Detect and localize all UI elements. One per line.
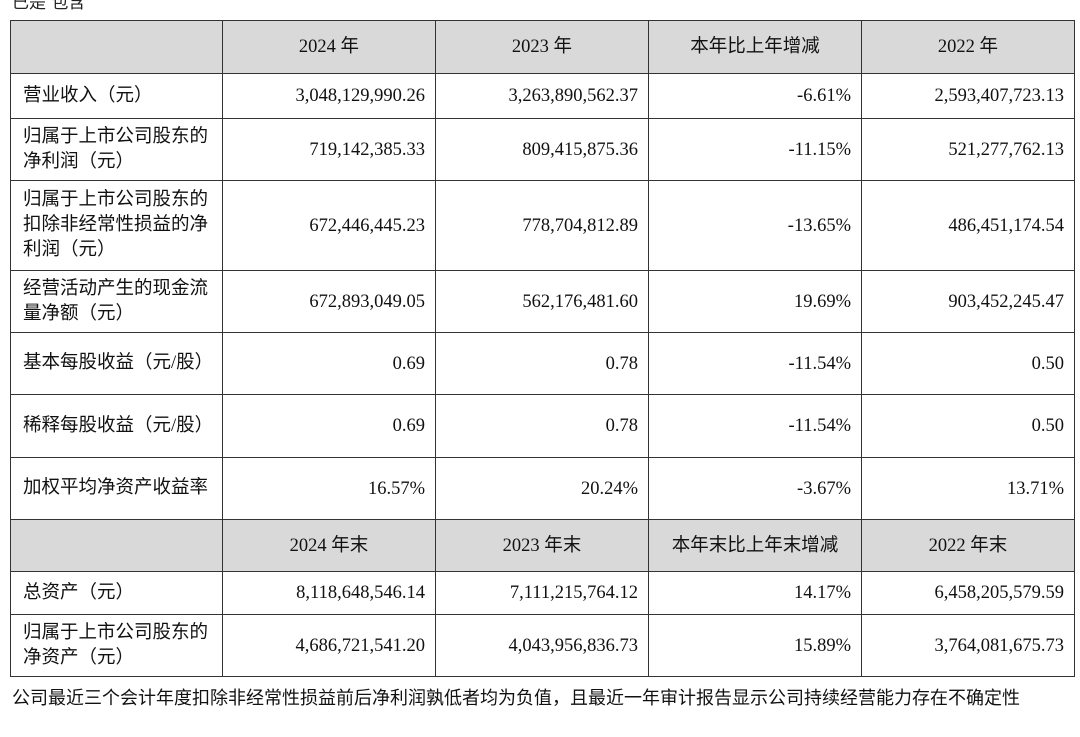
- value-2022: 6,458,205,579.59: [861, 571, 1075, 615]
- header-2024-end: 2024 年末: [222, 519, 436, 572]
- header-change: 本年比上年增减: [648, 20, 862, 74]
- value-2022: 3,764,081,675.73: [861, 614, 1075, 677]
- value-2024: 672,893,049.05: [222, 270, 436, 333]
- table-row: 归属于上市公司股东的净资产（元） 4,686,721,541.20 4,043,…: [10, 614, 1075, 677]
- value-change: -3.67%: [648, 457, 862, 520]
- value-change: -11.15%: [648, 118, 862, 181]
- table-row: 归属于上市公司股东的净利润（元） 719,142,385.33 809,415,…: [10, 118, 1075, 181]
- value-2023: 562,176,481.60: [435, 270, 649, 333]
- header-2022-end: 2022 年末: [861, 519, 1075, 572]
- header-end-change: 本年末比上年末增减: [648, 519, 862, 572]
- value-change: 14.17%: [648, 571, 862, 615]
- row-label: 营业收入（元）: [10, 73, 223, 119]
- value-2022: 2,593,407,723.13: [861, 73, 1075, 119]
- value-change: 19.69%: [648, 270, 862, 333]
- value-2024: 0.69: [222, 394, 436, 458]
- table-row: 归属于上市公司股东的扣除非经常性损益的净利润（元） 672,446,445.23…: [10, 180, 1075, 271]
- row-label: 经营活动产生的现金流量净额（元）: [10, 270, 223, 333]
- value-2024: 0.69: [222, 332, 436, 395]
- table-row: 基本每股收益（元/股） 0.69 0.78 -11.54% 0.50: [10, 332, 1075, 395]
- value-2024: 16.57%: [222, 457, 436, 520]
- value-2023: 7,111,215,764.12: [435, 571, 649, 615]
- header-2023: 2023 年: [435, 20, 649, 74]
- financial-indicators-table: 2024 年 2023 年 本年比上年增减 2022 年 营业收入（元） 3,0…: [10, 20, 1075, 677]
- value-2023: 809,415,875.36: [435, 118, 649, 181]
- value-2023: 778,704,812.89: [435, 180, 649, 271]
- row-label: 基本每股收益（元/股）: [10, 332, 223, 395]
- value-2023: 20.24%: [435, 457, 649, 520]
- cut-off-header-text: 已是 包含: [12, 0, 86, 13]
- footnote-text: 公司最近三个会计年度扣除非经常性损益前后净利润孰低者均为负值，且最近一年审计报告…: [12, 688, 1020, 708]
- value-change: -11.54%: [648, 332, 862, 395]
- table-header-row: 2024 年 2023 年 本年比上年增减 2022 年: [10, 20, 1075, 74]
- value-2023: 3,263,890,562.37: [435, 73, 649, 119]
- table-row: 总资产（元） 8,118,648,546.14 7,111,215,764.12…: [10, 571, 1075, 615]
- value-2024: 672,446,445.23: [222, 180, 436, 271]
- table-row: 稀释每股收益（元/股） 0.69 0.78 -11.54% 0.50: [10, 394, 1075, 458]
- value-change: -13.65%: [648, 180, 862, 271]
- value-2024: 719,142,385.33: [222, 118, 436, 181]
- row-label: 归属于上市公司股东的净资产（元）: [10, 614, 223, 677]
- row-label: 稀释每股收益（元/股）: [10, 394, 223, 458]
- row-label: 总资产（元）: [10, 571, 223, 615]
- value-2022: 486,451,174.54: [861, 180, 1075, 271]
- value-2022: 13.71%: [861, 457, 1075, 520]
- row-label: 加权平均净资产收益率: [10, 457, 223, 520]
- value-2023: 4,043,956,836.73: [435, 614, 649, 677]
- value-2022: 0.50: [861, 332, 1075, 395]
- subheader-empty-cell: [10, 519, 223, 572]
- value-2022: 521,277,762.13: [861, 118, 1075, 181]
- value-2022: 903,452,245.47: [861, 270, 1075, 333]
- row-label: 归属于上市公司股东的扣除非经常性损益的净利润（元）: [10, 180, 223, 271]
- value-2024: 3,048,129,990.26: [222, 73, 436, 119]
- value-2023: 0.78: [435, 332, 649, 395]
- table-subheader-row: 2024 年末 2023 年末 本年末比上年末增减 2022 年末: [10, 519, 1075, 572]
- row-label: 归属于上市公司股东的净利润（元）: [10, 118, 223, 181]
- value-2024: 4,686,721,541.20: [222, 614, 436, 677]
- table-row: 加权平均净资产收益率 16.57% 20.24% -3.67% 13.71%: [10, 457, 1075, 520]
- value-change: -6.61%: [648, 73, 862, 119]
- header-2022: 2022 年: [861, 20, 1075, 74]
- value-change: -11.54%: [648, 394, 862, 458]
- value-2022: 0.50: [861, 394, 1075, 458]
- table-row: 营业收入（元） 3,048,129,990.26 3,263,890,562.3…: [10, 73, 1075, 119]
- header-2023-end: 2023 年末: [435, 519, 649, 572]
- value-2023: 0.78: [435, 394, 649, 458]
- table-row: 经营活动产生的现金流量净额（元） 672,893,049.05 562,176,…: [10, 270, 1075, 333]
- header-2024: 2024 年: [222, 20, 436, 74]
- header-empty-cell: [10, 20, 223, 74]
- value-2024: 8,118,648,546.14: [222, 571, 436, 615]
- value-change: 15.89%: [648, 614, 862, 677]
